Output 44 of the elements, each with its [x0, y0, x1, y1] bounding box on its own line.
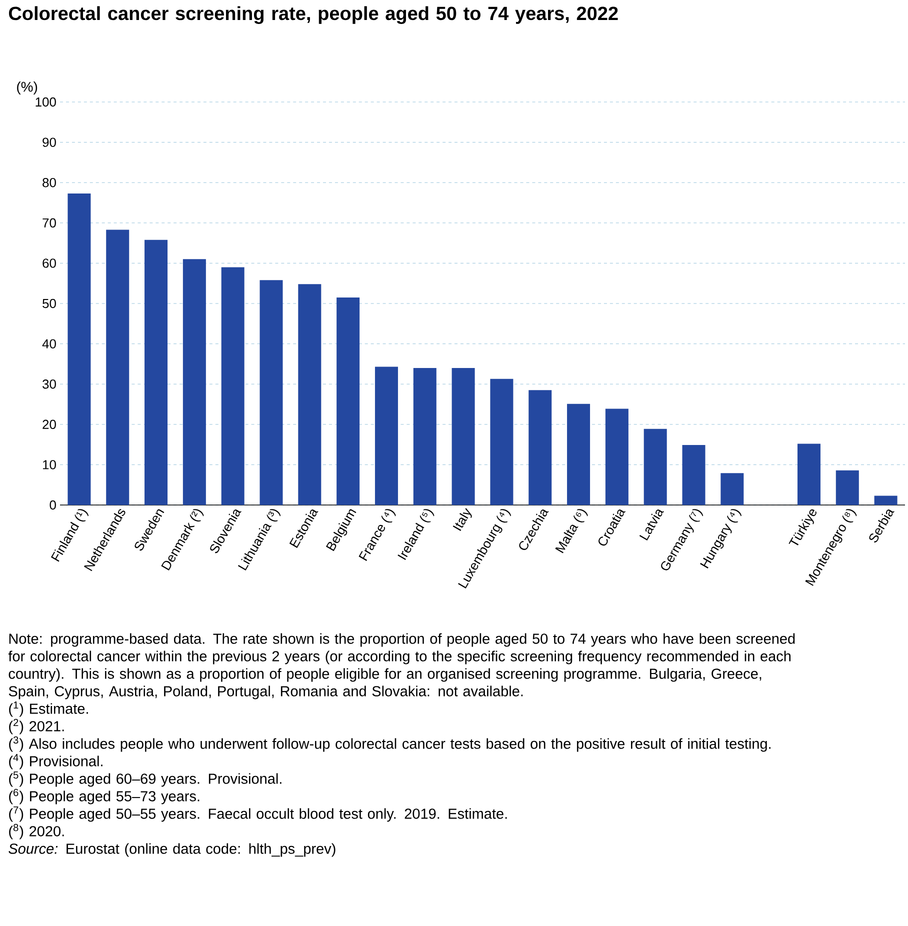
chart-title: Colorectal cancer screening rate, people aged 50 to 74 years, 2022	[8, 6, 618, 24]
bar	[413, 368, 436, 506]
bar	[490, 378, 514, 506]
text: Source: Eurostat (online data code: hlth_ps_prev)	[8, 843, 336, 857]
bar	[528, 390, 552, 506]
bar	[221, 267, 244, 506]
y-tick-label: 50	[42, 298, 56, 308]
bar	[605, 408, 628, 506]
bar	[682, 444, 706, 506]
bar	[106, 230, 130, 506]
y-tick-label: 90	[42, 138, 56, 147]
y-tick-label: 60	[42, 258, 56, 268]
y-tick-label: 10	[43, 460, 56, 470]
text: ($^{6}$) People aged 55–73 years.	[9, 788, 200, 804]
bar	[336, 297, 360, 506]
bar	[797, 444, 820, 506]
text: ($^{3}$) Also includes people who underwent follow-up colorectal cancer tests based on the positive result of initial testing.	[9, 736, 770, 752]
text: ($^{8}$) 2020.	[9, 824, 64, 840]
y-tick-label: 40	[42, 339, 56, 348]
bar	[874, 496, 898, 506]
bar	[567, 404, 590, 506]
y-tick-label: 80	[42, 178, 56, 188]
y-tick-label: 100	[36, 97, 56, 107]
y-tick-label: 70	[42, 218, 56, 228]
text: ($^{5}$) People aged 60–69 years. Provisional.	[9, 772, 282, 787]
bar	[836, 470, 859, 506]
bar	[68, 193, 91, 506]
y-axis-title: (%)	[17, 81, 38, 94]
text: ($^{2}$) 2021.	[9, 718, 64, 734]
y-tick-label: 20	[42, 420, 56, 430]
bar	[644, 428, 667, 506]
bar	[144, 240, 168, 506]
text: Note: programme-based data. The rate shown is the proportion of people aged 50 to 74 years who have been screened for colorectal cancer within the previous 2 years (or according to the specific screening frequency recommended in each country). This is shown as a proportion of people eligible for an organised screening programme. Bulgaria, Greece, Spain, Cyprus, Austria, Poland, Portugal, Romania and Slovakia: not available.	[8, 633, 795, 700]
y-tick-label: 0	[50, 500, 56, 510]
bar	[720, 473, 744, 506]
text: ($^{4}$) Provisional.	[9, 754, 102, 770]
bar	[260, 280, 283, 506]
text: ($^{1}$) Estimate.	[9, 702, 88, 717]
y-tick-label: 30	[42, 380, 56, 389]
bar	[182, 259, 206, 506]
bar	[374, 366, 398, 506]
bar	[452, 368, 475, 506]
bar	[298, 284, 322, 506]
text: ($^{7}$) People aged 50–55 years. Faecal occult blood test only. 2019. Estimate.	[9, 806, 507, 822]
